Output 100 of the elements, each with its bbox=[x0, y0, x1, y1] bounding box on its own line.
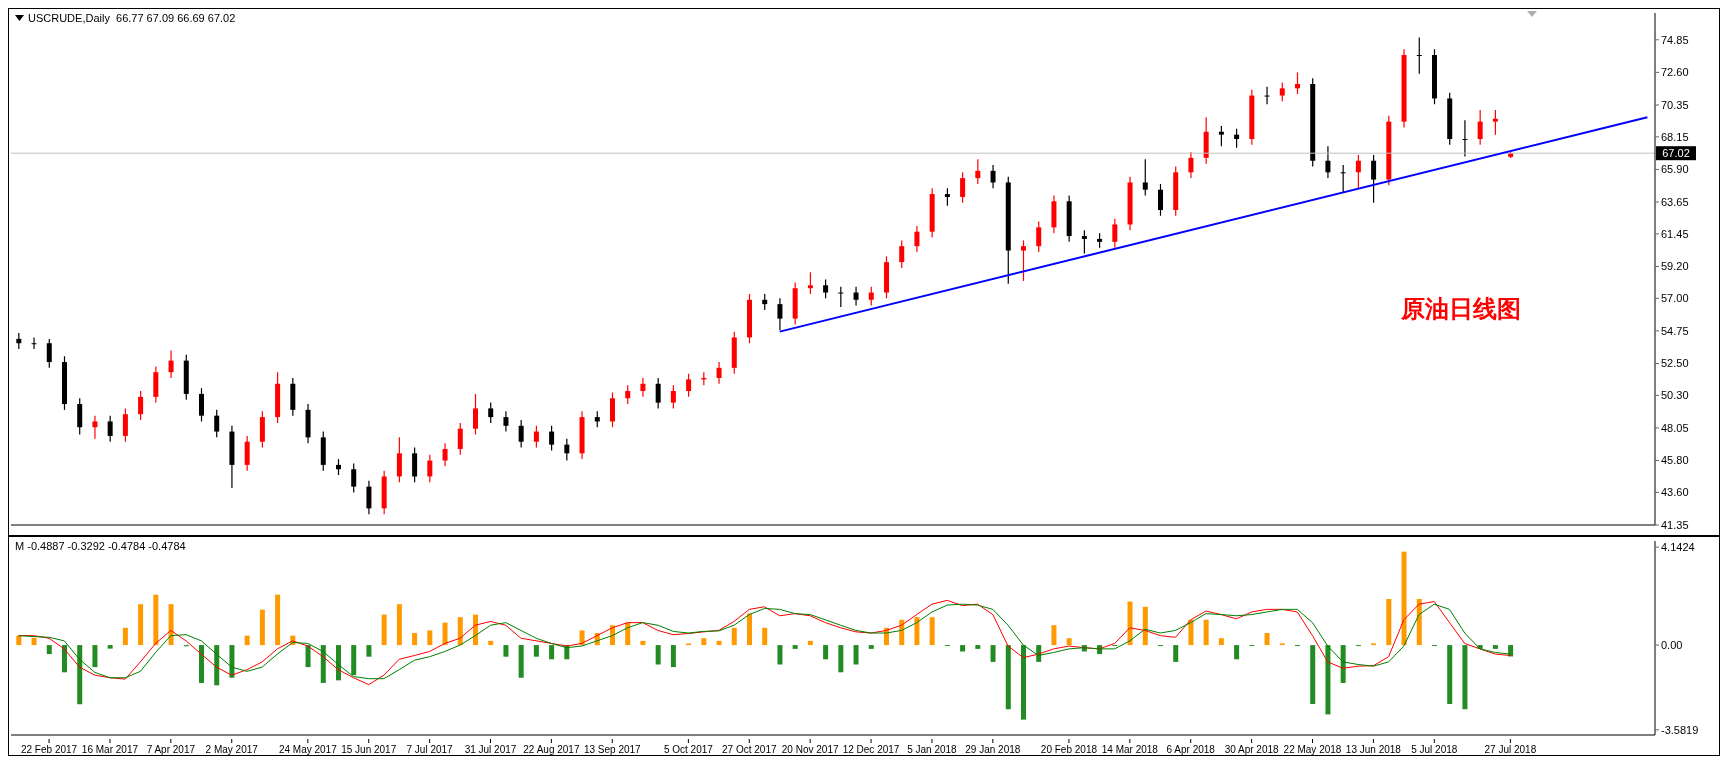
bar bbox=[670, 645, 676, 668]
bar bbox=[731, 627, 737, 646]
bar bbox=[77, 645, 83, 705]
y-tick-label: 61.45 bbox=[1661, 227, 1689, 240]
y-tick-label: 52.50 bbox=[1661, 357, 1689, 370]
y-tick-label: 45.80 bbox=[1661, 454, 1689, 467]
candlestick bbox=[853, 286, 859, 307]
x-tick-label: 22 Aug 2017 bbox=[523, 744, 580, 755]
x-tick-label: 24 May 2017 bbox=[278, 744, 338, 755]
bar bbox=[61, 645, 67, 673]
y-tick-label: 0.00 bbox=[1661, 639, 1683, 651]
bar bbox=[792, 645, 798, 649]
ref-line-label: 67.02 bbox=[1662, 147, 1690, 160]
y-tick-label: 59.20 bbox=[1661, 260, 1689, 273]
x-tick-label: 5 Jan 2018 bbox=[907, 744, 958, 755]
candlestick bbox=[488, 402, 494, 424]
x-tick-label: 7 Apr 2017 bbox=[146, 744, 196, 755]
bar bbox=[244, 635, 250, 646]
candlestick bbox=[1218, 125, 1224, 147]
y-tick-label: 68.15 bbox=[1661, 130, 1689, 143]
bar bbox=[138, 604, 144, 646]
bar bbox=[1020, 645, 1026, 720]
y-tick-label: 57.00 bbox=[1661, 292, 1689, 305]
candlestick bbox=[807, 271, 813, 295]
candlestick bbox=[975, 158, 981, 185]
bar bbox=[746, 613, 752, 646]
candlestick bbox=[427, 454, 433, 483]
bar bbox=[412, 633, 418, 646]
bar bbox=[457, 617, 463, 646]
bar bbox=[488, 640, 494, 646]
candlestick bbox=[31, 336, 37, 350]
y-tick-label: 4.1424 bbox=[1661, 541, 1695, 553]
candlestick bbox=[351, 462, 357, 494]
bar bbox=[153, 594, 159, 646]
bar bbox=[1264, 633, 1270, 646]
x-tick-label: 13 Sep 2017 bbox=[583, 744, 642, 755]
candlestick bbox=[838, 286, 844, 308]
bar bbox=[701, 638, 707, 646]
x-tick-label: 12 Dec 2017 bbox=[842, 744, 900, 755]
bar bbox=[396, 604, 402, 646]
bar bbox=[1447, 645, 1453, 705]
bar bbox=[853, 645, 859, 665]
x-tick-label: 15 Jun 2017 bbox=[341, 744, 397, 755]
candlestick bbox=[823, 278, 829, 299]
x-tick-label: 27 Jul 2018 bbox=[1484, 744, 1537, 755]
bar bbox=[16, 635, 22, 646]
bar bbox=[1066, 638, 1072, 646]
bar bbox=[214, 645, 220, 686]
bar bbox=[1142, 606, 1148, 646]
candlestick bbox=[564, 438, 570, 462]
candlestick bbox=[670, 384, 676, 410]
bar bbox=[929, 617, 935, 646]
bar bbox=[914, 617, 920, 646]
bar bbox=[275, 594, 281, 646]
candlestick bbox=[244, 435, 250, 472]
bar bbox=[259, 609, 265, 646]
bar bbox=[1203, 619, 1209, 646]
candlestick bbox=[655, 377, 661, 410]
candlestick bbox=[122, 407, 128, 443]
x-tick-label: 2 May 2017 bbox=[205, 744, 259, 755]
candlestick bbox=[533, 425, 539, 449]
y-tick-label: 43.60 bbox=[1661, 486, 1689, 499]
bar bbox=[762, 627, 768, 646]
x-tick-label: 22 Feb 2017 bbox=[20, 744, 78, 755]
candlestick bbox=[1279, 81, 1285, 102]
bar bbox=[1492, 645, 1498, 649]
candlestick bbox=[1020, 239, 1026, 282]
bar bbox=[229, 645, 235, 678]
candlestick bbox=[1188, 151, 1194, 179]
x-tick-label: 5 Oct 2017 bbox=[663, 744, 714, 755]
candlestick bbox=[1340, 164, 1346, 194]
bar bbox=[320, 645, 326, 683]
bar bbox=[107, 645, 113, 649]
candlestick bbox=[168, 349, 174, 379]
candlestick bbox=[686, 373, 692, 398]
y-tick-label: 50.30 bbox=[1661, 389, 1689, 402]
bar bbox=[427, 630, 433, 646]
bar bbox=[838, 645, 844, 673]
x-tick-label: 30 Apr 2018 bbox=[1224, 744, 1280, 755]
candlestick bbox=[1355, 154, 1361, 189]
x-tick-label: 16 Mar 2017 bbox=[81, 744, 139, 755]
y-tick-label: 72.60 bbox=[1661, 66, 1689, 79]
bar bbox=[168, 604, 174, 646]
bar bbox=[46, 645, 52, 655]
x-tick-label: 27 Oct 2017 bbox=[722, 744, 777, 755]
bar bbox=[31, 638, 37, 646]
y-tick-label: 70.35 bbox=[1661, 98, 1689, 111]
bar bbox=[716, 640, 722, 646]
candlestick bbox=[549, 425, 555, 452]
bar bbox=[975, 645, 981, 649]
candlestick bbox=[198, 387, 204, 423]
y-tick-label: 54.75 bbox=[1661, 324, 1689, 337]
bar bbox=[518, 645, 524, 678]
bar bbox=[1386, 598, 1392, 646]
bar bbox=[640, 640, 646, 646]
bar bbox=[351, 645, 357, 676]
candlestick bbox=[1371, 154, 1377, 204]
candlestick bbox=[1234, 128, 1240, 149]
candlestick bbox=[914, 225, 920, 253]
bar bbox=[198, 645, 204, 683]
